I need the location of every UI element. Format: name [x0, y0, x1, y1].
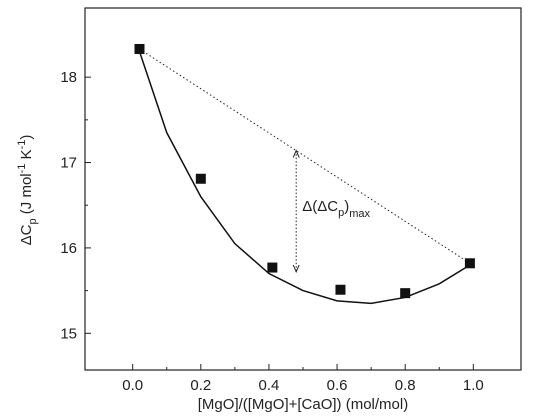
y-tick-label: 15 — [60, 325, 77, 342]
x-tick-label: 0.8 — [395, 377, 416, 394]
y-label-part: -1 — [16, 164, 28, 174]
y-label-part: (J mol — [18, 173, 35, 218]
tie-line — [139, 48, 471, 264]
data-point — [267, 262, 278, 273]
y-label-part: -1 — [16, 140, 28, 150]
data-point — [464, 258, 475, 269]
x-tick-label: 0.4 — [259, 377, 280, 394]
fit-curve — [138, 51, 471, 305]
annotation-part: Δ(ΔC — [302, 198, 338, 215]
y-axis-label: ΔCp (J mol-1 K-1) — [16, 135, 39, 246]
y-tick-label: 17 — [60, 155, 77, 172]
annotation-part: p — [338, 207, 344, 219]
y-label-part: ΔC — [18, 224, 35, 245]
x-tick-label: 0.2 — [190, 377, 211, 394]
data-point — [335, 284, 346, 295]
x-tick-label: 1.0 — [463, 377, 484, 394]
data-point — [195, 173, 206, 184]
data-point — [134, 43, 145, 54]
x-tick-label: 0.6 — [327, 377, 348, 394]
annotation: Δ(ΔCp)max — [302, 198, 370, 220]
y-label-part: p — [27, 218, 39, 224]
annotation-part: ) — [344, 198, 349, 215]
data-point — [400, 288, 411, 299]
y-label-part: ) — [18, 135, 35, 140]
annotation-part: max — [349, 208, 370, 220]
x-tick-label: 0.0 — [122, 377, 143, 394]
x-axis-label: [MgO]/([MgO]+[CaO]) (mol/mol) — [198, 396, 408, 413]
y-tick-label: 18 — [60, 69, 77, 86]
y-tick-label: 16 — [60, 240, 77, 257]
plot-frame — [84, 7, 522, 371]
y-label-part: K — [18, 149, 35, 163]
